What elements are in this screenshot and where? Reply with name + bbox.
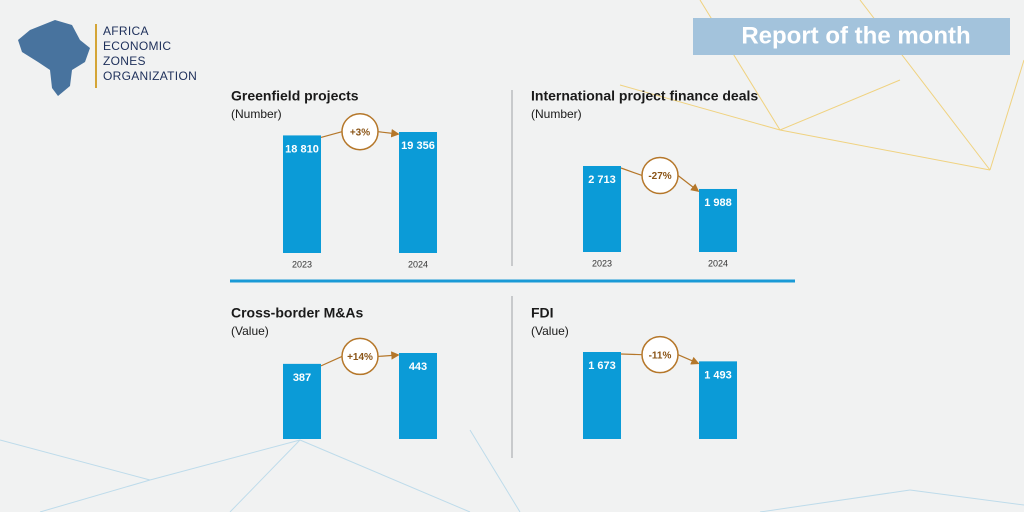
x-tick-label: 2023 (292, 259, 312, 269)
change-label: +14% (347, 352, 373, 363)
value-label: 18 810 (285, 143, 319, 155)
bar (699, 188, 737, 252)
value-label: 1 988 (704, 197, 732, 209)
arrow (320, 355, 343, 367)
change-badge (341, 112, 379, 151)
bar (283, 135, 321, 253)
arrow (677, 175, 700, 193)
bar (283, 363, 321, 439)
bar (583, 166, 621, 252)
arrow (377, 351, 400, 360)
chart-title: Cross-border M&As (231, 305, 363, 321)
chart-title: FDI (531, 305, 554, 321)
logo-line: ECONOMIC (103, 39, 171, 53)
value-label: 443 (409, 361, 427, 373)
bar (583, 352, 621, 439)
chart-subtitle: (Value) (531, 324, 569, 338)
chart-subtitle: (Number) (231, 107, 282, 121)
logo-line: ZONES (103, 54, 146, 68)
value-label: 387 (293, 372, 311, 384)
bar (699, 361, 737, 439)
banner: Report of the month (741, 22, 970, 49)
value-label: 19 356 (401, 140, 435, 152)
change-badge (341, 337, 379, 376)
arrow (620, 167, 643, 177)
logo-line: AFRICA (103, 24, 149, 38)
network-decoration-bottom (0, 429, 1024, 512)
change-label: -11% (649, 350, 672, 361)
x-tick-label: 2024 (408, 259, 428, 269)
change-label: -27% (648, 171, 671, 182)
change-badge (641, 156, 679, 195)
chart-title: International project finance deals (531, 88, 758, 104)
x-tick-label: 2024 (708, 258, 728, 268)
value-label: 1 493 (704, 369, 732, 381)
chart-subtitle: (Value) (231, 324, 269, 338)
change-badge (641, 335, 679, 374)
logo-map (18, 20, 90, 96)
chart-title: Greenfield projects (231, 88, 359, 104)
value-label: 2 713 (588, 174, 616, 186)
value-label: 1 673 (588, 360, 616, 372)
bar (399, 132, 437, 253)
logo-line: ORGANIZATION (103, 69, 197, 83)
arrow (620, 353, 643, 356)
chart-subtitle: (Number) (531, 107, 582, 121)
x-tick-label: 2023 (592, 258, 612, 268)
bar (399, 353, 437, 439)
arrow (377, 129, 400, 138)
change-label: +3% (350, 127, 370, 138)
arrow (320, 131, 343, 138)
arrow (677, 354, 700, 365)
banner-bg (693, 18, 1010, 55)
